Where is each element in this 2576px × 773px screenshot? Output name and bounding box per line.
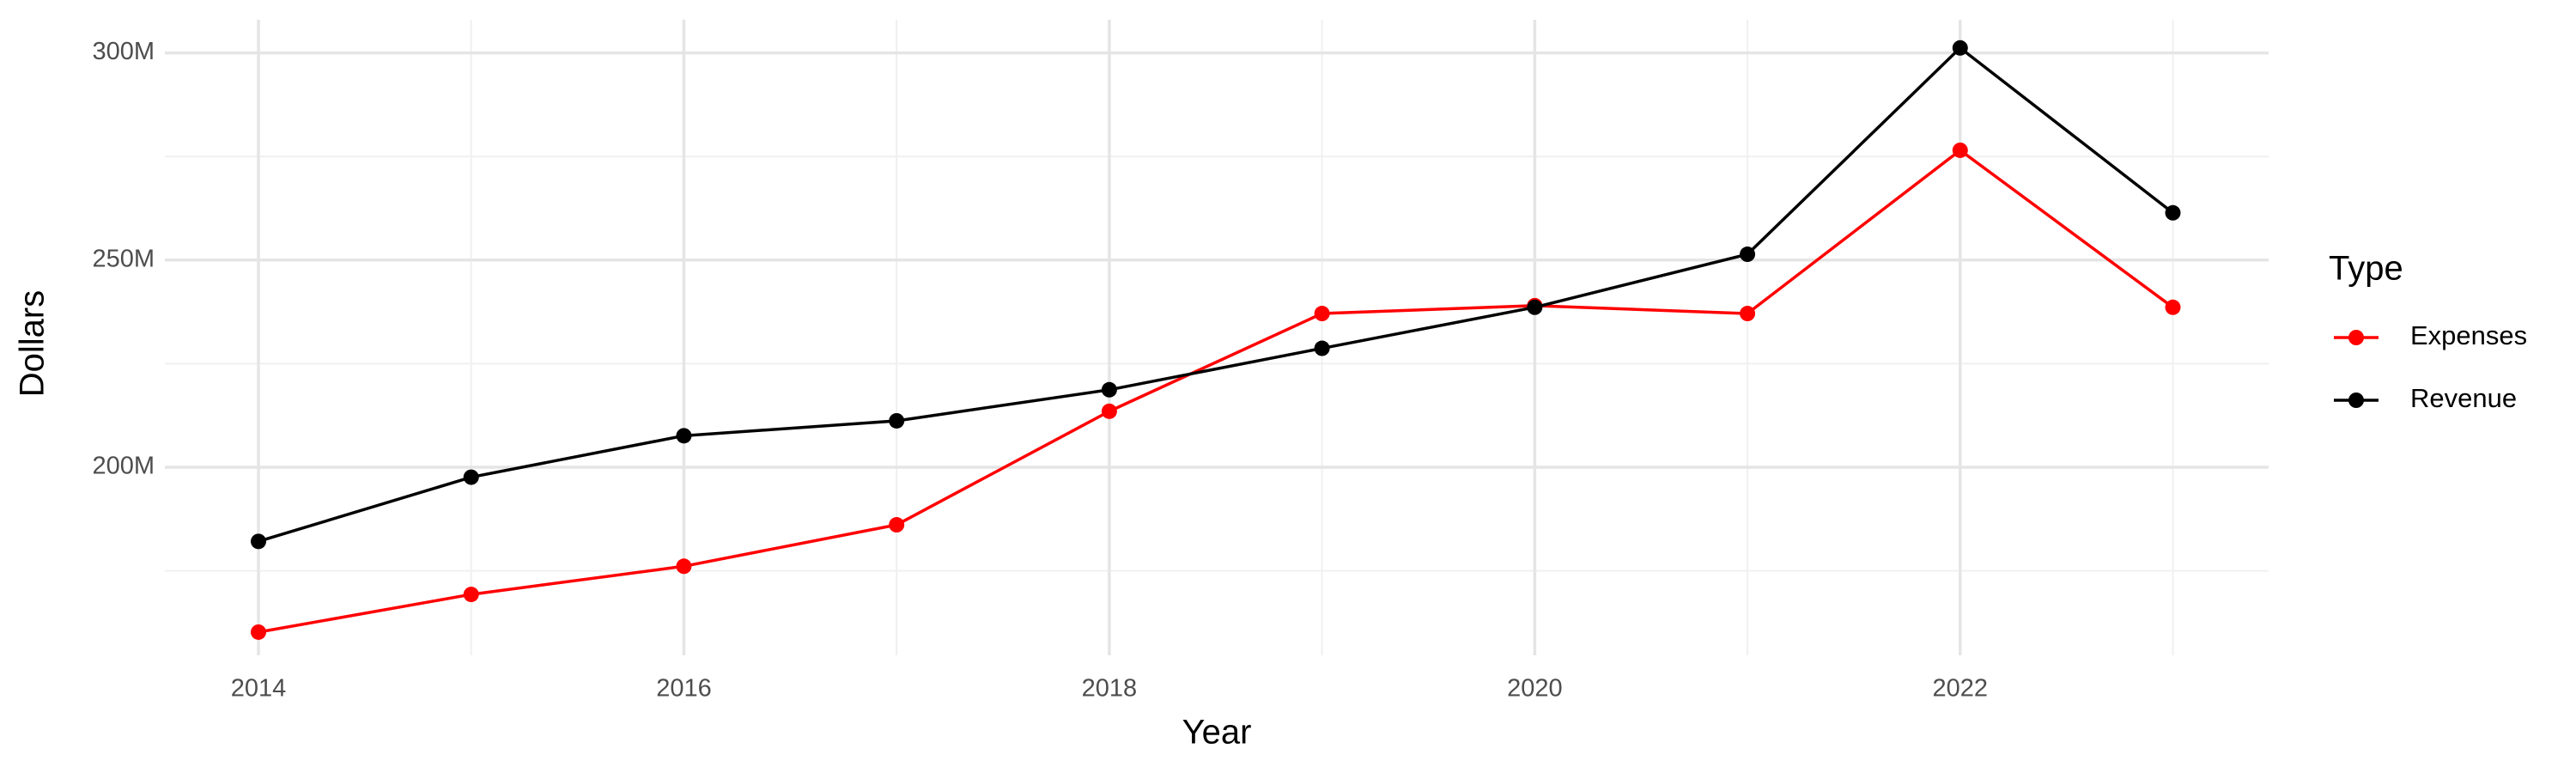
data-point bbox=[1740, 247, 1756, 263]
y-axis-title: Dollars bbox=[14, 290, 52, 397]
x-tick-label: 2016 bbox=[656, 675, 712, 703]
data-point bbox=[1101, 381, 1117, 398]
series-line bbox=[258, 46, 2174, 544]
data-point bbox=[1314, 306, 1330, 322]
data-point bbox=[2165, 204, 2181, 221]
x-tick-label: 2014 bbox=[231, 675, 287, 703]
legend-marker bbox=[2348, 393, 2364, 408]
data-point bbox=[1952, 142, 1968, 158]
data-point bbox=[2165, 299, 2181, 315]
legend-marker bbox=[2348, 330, 2364, 345]
y-tick-label: 200M bbox=[92, 453, 155, 480]
data-point bbox=[676, 428, 692, 444]
legend-label: Revenue bbox=[2410, 383, 2517, 413]
y-tick-label: 300M bbox=[92, 38, 155, 65]
data-point bbox=[1952, 40, 1968, 56]
data-point bbox=[676, 558, 692, 575]
data-point bbox=[463, 587, 479, 603]
data-point bbox=[1527, 299, 1543, 315]
x-tick-label: 2022 bbox=[1933, 675, 1989, 703]
legend-label: Expenses bbox=[2410, 320, 2527, 350]
series-line bbox=[258, 148, 2174, 634]
data-point bbox=[463, 469, 479, 485]
data-point bbox=[250, 624, 266, 640]
data-point bbox=[250, 533, 266, 550]
data-point bbox=[1314, 340, 1330, 356]
data-point bbox=[889, 412, 905, 429]
x-tick-label: 2020 bbox=[1507, 675, 1563, 703]
data-point bbox=[1101, 403, 1117, 419]
y-tick-label: 250M bbox=[92, 245, 155, 272]
legend-title: Type bbox=[2329, 250, 2403, 288]
data-point bbox=[889, 517, 905, 533]
x-axis-title: Year bbox=[1182, 714, 1252, 752]
data-point bbox=[1740, 306, 1756, 322]
x-tick-label: 2018 bbox=[1082, 675, 1138, 703]
